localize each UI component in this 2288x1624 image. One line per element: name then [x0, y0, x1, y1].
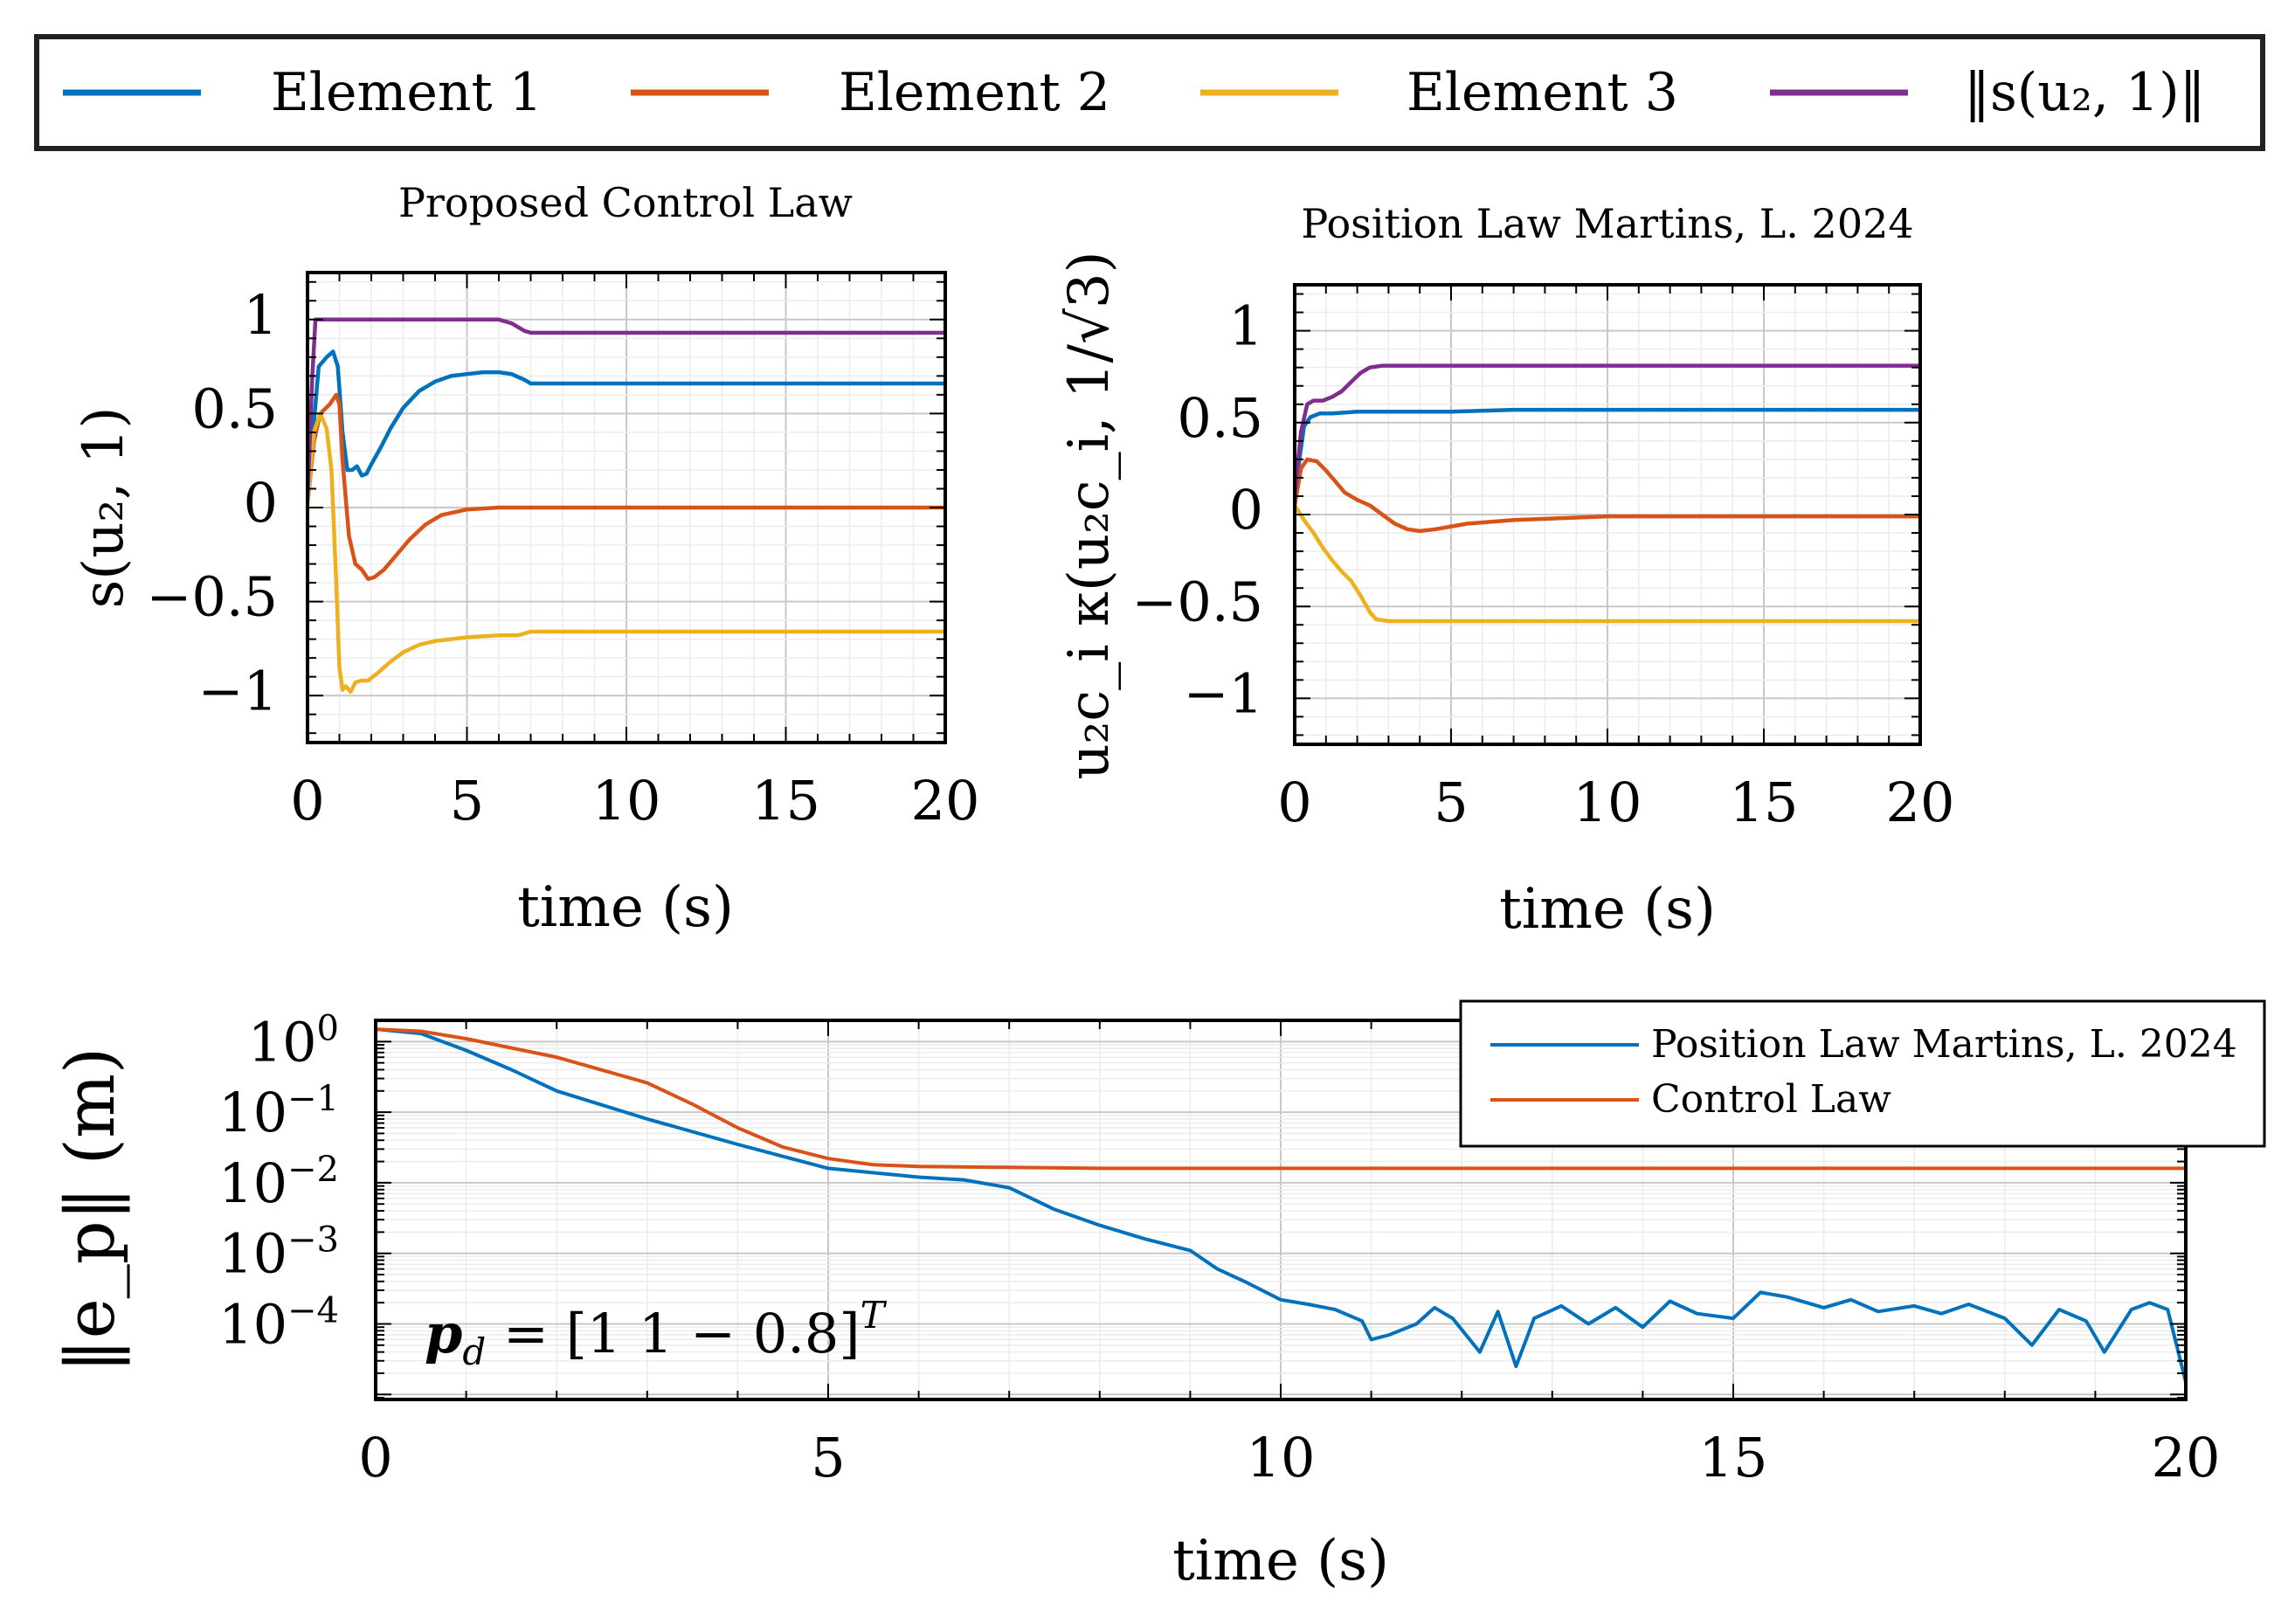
- x-tick-label: 20: [911, 769, 980, 833]
- y-axis-label: ‖e_p‖ (m): [52, 1047, 130, 1373]
- y-tick-label: 10−1: [218, 1079, 339, 1144]
- series-line-3: [1295, 503, 1920, 624]
- y-tick-label: −0.5: [1131, 570, 1263, 633]
- x-tick-label: 15: [751, 769, 820, 833]
- legend-label-norm: ‖s(u₂, 1)‖: [1964, 62, 2206, 123]
- inset-legend-label-control-law: Control Law: [1651, 1077, 1891, 1122]
- grid: [1294, 285, 1921, 744]
- chart-top-right: Position Law Martins, L. 2024 0 5 10 15 …: [1057, 200, 1954, 942]
- y-tick-label: 100: [248, 1008, 339, 1074]
- y-tick-labels: 100 10−1 10−2 10−3 10−4: [218, 1008, 339, 1356]
- x-tick-label: 15: [1699, 1426, 1768, 1489]
- y-axis-label: s(u₂, 1): [72, 406, 136, 608]
- annotation-desired-position: pd = [1 1 − 0.8]T: [425, 1294, 888, 1373]
- inset-legend-frame: [1459, 999, 2266, 1148]
- y-tick-label: 0.5: [1177, 386, 1263, 450]
- y-tick-label: 10−3: [218, 1220, 339, 1286]
- series-line-3: [308, 411, 945, 695]
- x-tick-label: 0: [1277, 771, 1311, 834]
- tick-marks: [307, 273, 946, 743]
- inset-legend: Position Law Martins, L. 2024 Control La…: [1459, 999, 2266, 1148]
- x-tick-label: 0: [290, 769, 324, 833]
- x-tick-labels: 0 5 10 15 20: [290, 769, 979, 833]
- chart-top-left: Proposed Control Law 0 5 10 15 20 1 0.5 …: [72, 179, 979, 940]
- series-line-1: [376, 1027, 2186, 1385]
- y-tick-label: −1: [1184, 662, 1263, 726]
- y-tick-label: 0: [244, 471, 278, 535]
- inset-legend-label-position-law: Position Law Martins, L. 2024: [1651, 1022, 2237, 1067]
- y-tick-label: 0: [1229, 478, 1263, 542]
- plot-lines: [376, 1027, 2186, 1385]
- plot-lines: [1295, 363, 1920, 624]
- y-tick-label: −0.5: [146, 565, 278, 629]
- series-line-2: [308, 392, 945, 582]
- series-line-1: [308, 349, 945, 501]
- x-tick-label: 5: [450, 769, 484, 833]
- x-tick-label: 0: [358, 1426, 392, 1489]
- series-line-2: [1295, 457, 1920, 534]
- y-tick-labels: 1 0.5 0 −0.5 −1: [1131, 294, 1263, 726]
- x-tick-labels: 0 5 10 15 20: [358, 1426, 2220, 1489]
- x-tick-label: 20: [1886, 771, 1955, 834]
- x-tick-label: 5: [811, 1426, 845, 1489]
- x-tick-label: 20: [2152, 1426, 2221, 1489]
- y-axis-label: u₂c_i κ(u₂c_i, 1/√3): [1057, 251, 1122, 779]
- x-tick-label: 10: [1247, 1426, 1316, 1489]
- y-tick-label: 10−4: [218, 1291, 339, 1357]
- y-tick-label: 1: [1229, 294, 1263, 358]
- chart-title: Proposed Control Law: [398, 179, 853, 226]
- y-tick-label: 10−2: [218, 1150, 339, 1215]
- x-axis-label: time (s): [1172, 1529, 1389, 1593]
- y-tick-label: 1: [244, 283, 278, 347]
- chart-title: Position Law Martins, L. 2024: [1301, 200, 1913, 247]
- series-line-2: [376, 1027, 2186, 1171]
- x-tick-labels: 0 5 10 15 20: [1277, 771, 1954, 834]
- top-legend: Element 1 Element 2 Element 3 ‖s(u₂, 1)‖: [34, 34, 2265, 151]
- y-tick-label: 0.5: [191, 377, 278, 441]
- x-tick-label: 10: [592, 769, 661, 833]
- legend-label-element-3: Element 3: [1407, 62, 1678, 123]
- x-axis-label: time (s): [517, 875, 734, 940]
- x-tick-label: 15: [1730, 771, 1799, 834]
- y-tick-labels: 1 0.5 0 −0.5 −1: [146, 283, 278, 722]
- y-tick-label: −1: [198, 659, 278, 722]
- series-line-4: [1295, 363, 1920, 499]
- x-tick-label: 10: [1573, 771, 1642, 834]
- x-axis-label: time (s): [1499, 877, 1716, 942]
- chart-bottom: 0 5 10 15 20 100 10−1 10−2 10−3 10−4 pd …: [52, 999, 2266, 1593]
- legend-label-element-1: Element 1: [271, 62, 543, 123]
- legend-label-element-2: Element 2: [839, 62, 1110, 123]
- tick-marks: [1294, 285, 1921, 744]
- x-tick-label: 5: [1434, 771, 1468, 834]
